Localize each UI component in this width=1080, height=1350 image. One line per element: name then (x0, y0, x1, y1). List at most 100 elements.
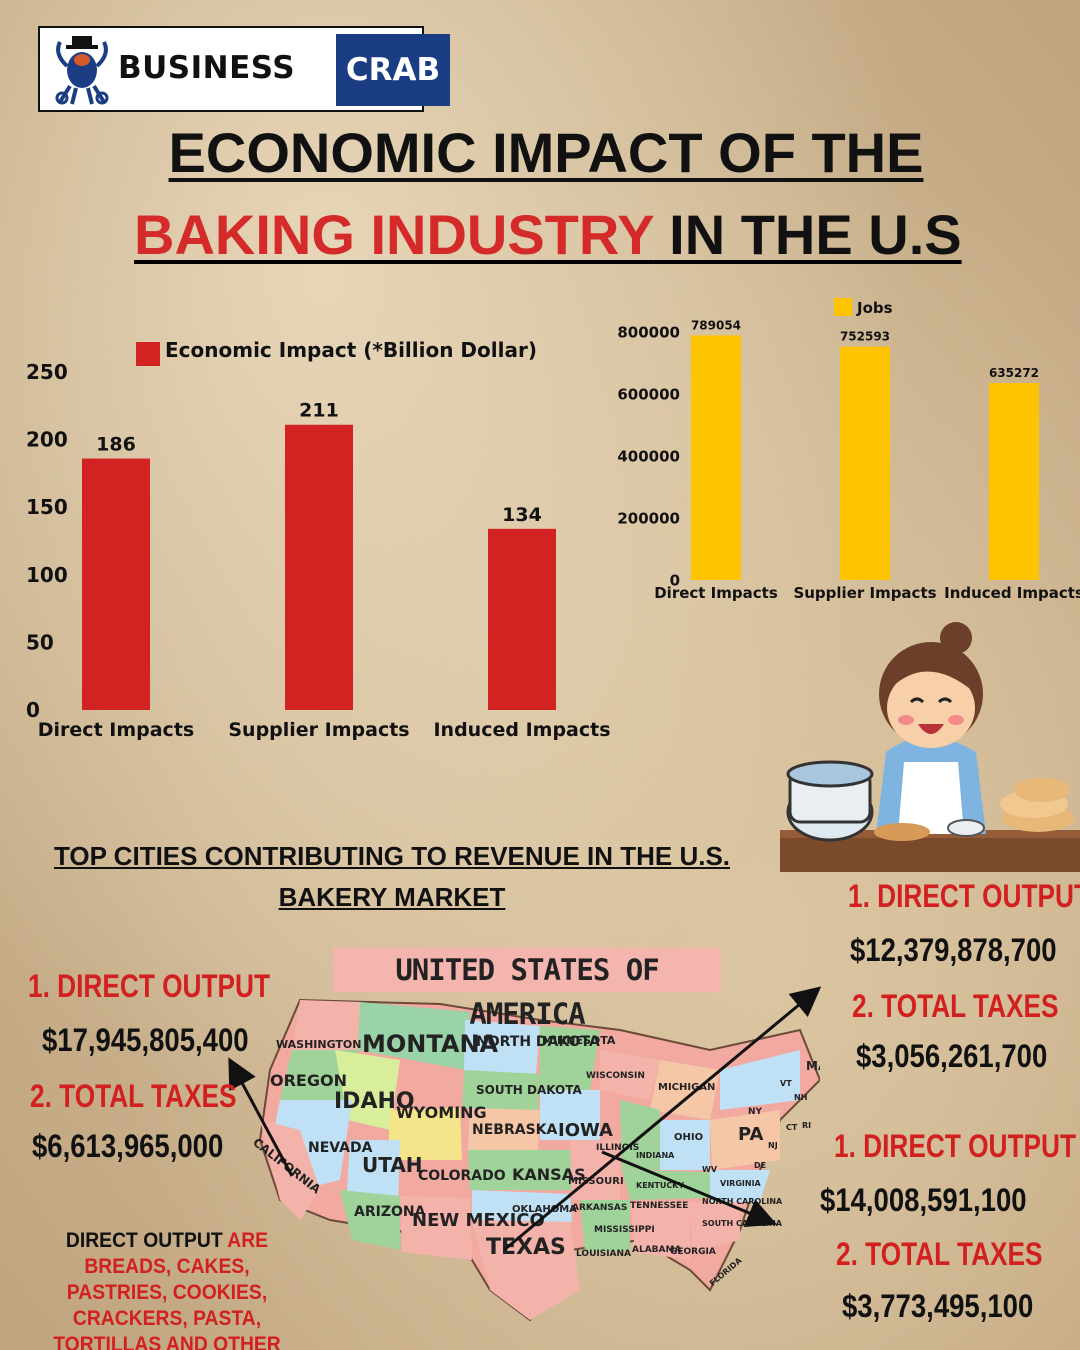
bar (488, 528, 556, 710)
map-label-iowa: IOWA (558, 1120, 613, 1141)
map-label-wyoming: WYOMING (396, 1103, 487, 1122)
note-term: DIRECT OUTPUT (65, 1229, 223, 1252)
map-label-idaho: IDAHO (334, 1089, 415, 1114)
note-definition: ARE BREADS, CAKES, PASTRIES, COOKIES, CR… (53, 1229, 281, 1350)
map-label-north-carolina: NORTH CAROLINA (702, 1197, 783, 1206)
category-label: Supplier Impacts (793, 584, 936, 602)
map-label-colorado: COLORADO (418, 1168, 506, 1184)
northeast-taxes-label: 2. TOTAL TAXES (852, 988, 1059, 1024)
direct-output-note: DIRECT OUTPUT ARE BREADS, CAKES, PASTRIE… (34, 1228, 301, 1350)
business-crab-logo: BUSINESS CRAB (38, 26, 450, 112)
cities-heading: TOP CITIES CONTRIBUTING TO REVENUE IN TH… (53, 841, 731, 912)
legend-label: Economic Impact (*Billion Dollar) (165, 338, 537, 362)
map-label-michigan: MICHIGAN (658, 1082, 715, 1093)
map-label-south-carolina: SOUTH CAROLINA (702, 1219, 783, 1228)
texas-output-value: $14,008,591,100 (820, 1182, 1027, 1218)
category-label: Direct Impacts (38, 719, 194, 741)
y-tick-label: 800000 (617, 323, 680, 341)
map-label-ct: CT (786, 1123, 798, 1132)
arrow-northeast (503, 986, 822, 1252)
title-line-2: BAKING INDUSTRY IN THE U.S (134, 202, 962, 267)
bar (285, 424, 353, 710)
title-highlight: BAKING INDUSTRY (134, 203, 654, 266)
texas-output-label: 1. DIRECT OUTPUT (834, 1128, 1077, 1164)
map-label-vt: VT (780, 1079, 792, 1088)
map-label-kentucky: KENTUCKY (636, 1181, 684, 1190)
y-tick-label: 200000 (617, 509, 680, 527)
map-label-nevada: NEVADA (308, 1140, 373, 1156)
map-label-minnesota: MINNESOTA (542, 1034, 616, 1047)
map-label-north-dakota: NORTH DAKOTA (476, 1034, 600, 1050)
y-tick-label: 100 (26, 563, 68, 587)
y-tick-label: 150 (26, 495, 68, 519)
california-output-label: 1. DIRECT OUTPUT (28, 968, 271, 1004)
texas-taxes-label: 2. TOTAL TAXES (836, 1236, 1043, 1272)
bar-value-label: 134 (502, 504, 542, 526)
jobs-chart: Jobs 0 200000 400000 600000 800000 789054 Dir… (617, 298, 1080, 602)
category-label: Induced Impacts (944, 584, 1080, 602)
map-label-arizona: ARIZONA (354, 1204, 426, 1220)
northeast-output-value: $12,379,878,700 (850, 932, 1057, 968)
map-label-ny: NY (748, 1107, 763, 1117)
map-label-nj: NJ (768, 1141, 778, 1150)
arrow-california (228, 1057, 294, 1177)
y-tick-label: 200 (26, 428, 68, 452)
map-label-washington: WASHINGTON (276, 1038, 361, 1051)
map-label-ohio: OHIO (674, 1132, 703, 1143)
brand-name-right: CRAB (336, 34, 450, 106)
bar-value-label: 211 (299, 400, 339, 422)
bar-value-label: 789054 (691, 318, 741, 332)
category-label: Direct Impacts (654, 584, 778, 602)
map-label-de: DE (754, 1161, 766, 1170)
texas-taxes-value: $3,773,495,100 (842, 1288, 1034, 1324)
y-tick-label: 250 (26, 360, 68, 384)
map-label-pa: PA (738, 1124, 764, 1145)
map-label-maine: MAINE (806, 1059, 820, 1073)
us-map: WASHINGTON MONTANA OREGON IDAHO NEVADA C… (250, 998, 820, 1322)
title-rest: IN THE U.S (653, 203, 962, 266)
map-label-tennessee: TENNESSEE (630, 1201, 688, 1211)
y-tick-label: 50 (26, 630, 54, 654)
baker-illustration (780, 622, 1080, 872)
bar-value-label: 752593 (840, 330, 890, 344)
bar (82, 458, 150, 710)
legend-swatch (136, 342, 160, 366)
y-tick-label: 0 (670, 571, 680, 589)
title-line-1: ECONOMIC IMPACT OF THE (168, 121, 924, 184)
map-label-illinois: ILLINOIS (596, 1143, 639, 1153)
california-taxes-value: $6,613,965,000 (32, 1128, 224, 1164)
category-label: Induced Impacts (433, 719, 610, 741)
map-label-wisconsin: WISCONSIN (586, 1071, 645, 1081)
map-label-montana: MONTANA (362, 1030, 499, 1058)
map-label-texas: TEXAS (486, 1235, 566, 1260)
california-taxes-label: 2. TOTAL TAXES (30, 1078, 237, 1114)
map-label-arkansas: ARKANSAS (572, 1203, 627, 1213)
bar (840, 346, 890, 580)
map-label-oklahoma: OKLAHOMA (512, 1204, 577, 1215)
map-label-oregon: OREGON (270, 1071, 347, 1090)
map-label-mississippi: MISSISSIPPI (594, 1225, 655, 1235)
map-label-wv: WV (702, 1165, 718, 1174)
california-output-value: $17,945,805,400 (42, 1022, 249, 1058)
map-label-new-mexico: NEW MEXICO (412, 1210, 545, 1231)
arrow-texas (601, 1150, 778, 1227)
bar-value-label: 635272 (989, 366, 1039, 380)
legend-swatch (834, 298, 852, 316)
bar (691, 335, 741, 580)
crab-mascot-icon (55, 36, 109, 105)
map-label-utah: UTAH (362, 1153, 423, 1177)
brand-name-left: BUSINESS (118, 50, 296, 86)
map-label-nebraska: NEBRASKA (472, 1122, 557, 1138)
bar (989, 383, 1039, 580)
northeast-output-label: 1. DIRECT OUTPUT (848, 878, 1080, 914)
legend-label: Jobs (856, 299, 893, 317)
y-tick-label: 600000 (617, 385, 680, 403)
map-label-indiana: INDIANA (636, 1151, 675, 1160)
map-label-kansas: KANSAS (512, 1165, 586, 1184)
economic-impact-chart: Economic Impact (*Billion Dollar) 0 50 100… (26, 338, 611, 741)
map-label-south-dakota: SOUTH DAKOTA (476, 1083, 582, 1097)
map-label-virginia: VIRGINIA (720, 1179, 762, 1188)
northeast-taxes-value: $3,056,261,700 (856, 1038, 1048, 1074)
bar-value-label: 186 (96, 434, 136, 456)
